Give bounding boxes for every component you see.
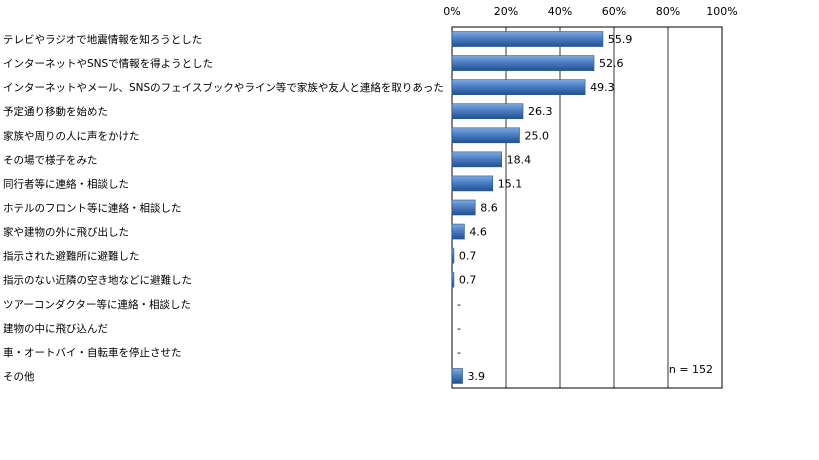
data-label: 0.7	[459, 250, 477, 263]
bar	[451, 223, 465, 240]
bar	[451, 31, 604, 47]
x-tick-label: 60%	[602, 5, 626, 18]
x-axis-ticks: 0% 20% 40% 60% 80% 100%	[443, 5, 737, 18]
data-label: 3.9	[468, 370, 486, 383]
category-label: 指示のない近隣の空き地などに避難した	[3, 274, 192, 287]
bar	[451, 127, 520, 144]
category-label: 指示された避難所に避難した	[3, 250, 140, 263]
data-label: 55.9	[608, 33, 633, 46]
bar	[451, 247, 455, 264]
category-label: ホテルのフロント等に連絡・相談した	[3, 202, 182, 215]
data-label: -	[457, 298, 461, 311]
x-tick-label: 80%	[656, 5, 680, 18]
category-label: ツアーコンダクター等に連絡・相談した	[3, 298, 191, 311]
x-tick-label: 0%	[443, 5, 460, 18]
bar	[451, 79, 586, 95]
data-label: -	[457, 346, 461, 359]
category-label: インターネットやメール、SNSのフェイスブックやライン等で家族や友人と連絡を取り…	[3, 81, 444, 94]
category-label: 建物の中に飛び込んだ	[3, 322, 108, 335]
bar	[451, 55, 595, 71]
data-label: 25.0	[525, 129, 550, 142]
data-label: 0.7	[459, 274, 477, 287]
data-label: 52.6	[599, 57, 624, 70]
category-labels: テレビやラジオで地震情報を知ろうとしたインターネットやSNSで情報を得ようとした…	[3, 33, 444, 383]
data-labels: 55.9 52.6 49.3 26.3 25.0 18.4 15.18.6 4.6 0.7 0.7…	[457, 33, 632, 383]
data-label: 8.6	[480, 202, 498, 215]
bar	[451, 175, 494, 192]
sample-size-note: n = 152	[669, 363, 713, 376]
bar	[451, 151, 502, 168]
category-label: その他	[3, 370, 35, 383]
bar	[451, 199, 476, 216]
data-label: 49.3	[590, 81, 615, 94]
bar	[451, 368, 463, 384]
data-label: -	[457, 322, 461, 335]
category-label: その場で様子をみた	[3, 153, 98, 166]
category-label: 家や建物の外に飛び出した	[3, 226, 129, 239]
bar	[451, 271, 455, 288]
category-label: インターネットやSNSで情報を得ようとした	[3, 57, 213, 70]
data-label: 4.6	[469, 226, 487, 239]
data-label: 18.4	[507, 153, 532, 166]
x-tick-label: 40%	[548, 5, 572, 18]
category-label: 予定通り移動を始めた	[3, 105, 108, 118]
x-tick-label: 20%	[494, 5, 518, 18]
category-label: テレビやラジオで地震情報を知ろうとした	[3, 33, 202, 46]
bar	[451, 103, 524, 120]
category-label: 車・オートバイ・自転車を停止させた	[3, 346, 182, 359]
data-label: 15.1	[498, 177, 523, 190]
category-label: 同行者等に連絡・相談した	[3, 177, 129, 190]
data-label: 26.3	[528, 105, 553, 118]
x-tick-label: 100%	[706, 5, 737, 18]
category-label: 家族や周りの人に声をかけた	[3, 129, 140, 142]
bars	[451, 31, 604, 384]
